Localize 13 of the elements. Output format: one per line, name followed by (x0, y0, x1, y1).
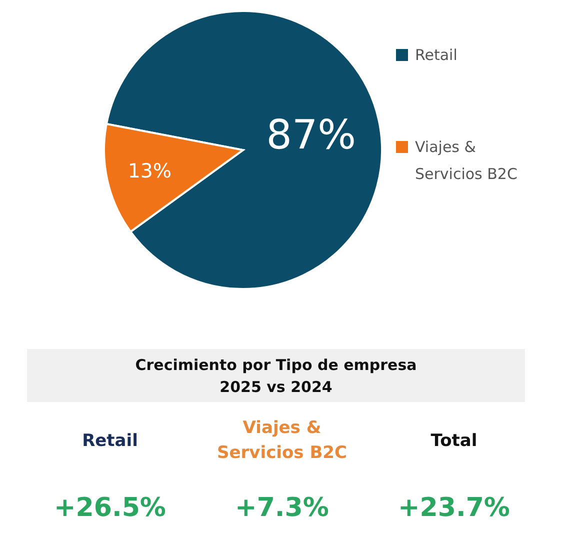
text: +7.3% (235, 493, 329, 523)
pie-slice (105, 10, 383, 290)
category-label: Total (430, 430, 478, 452)
legend-label: Viajes & Servicios B2C (415, 137, 518, 185)
text: +26.5% (54, 493, 166, 523)
data-label: 13% (128, 159, 172, 182)
data-label: 87% (266, 111, 356, 158)
text: Crecimiento por Tipo de empresa (135, 354, 417, 376)
category-label: Retail (82, 430, 138, 452)
category-label: Viajes & Servicios B2C (216, 417, 348, 465)
legend-label: Retail (415, 45, 458, 66)
text: 2025 vs 2024 (220, 376, 332, 398)
text: +23.7% (398, 493, 510, 523)
